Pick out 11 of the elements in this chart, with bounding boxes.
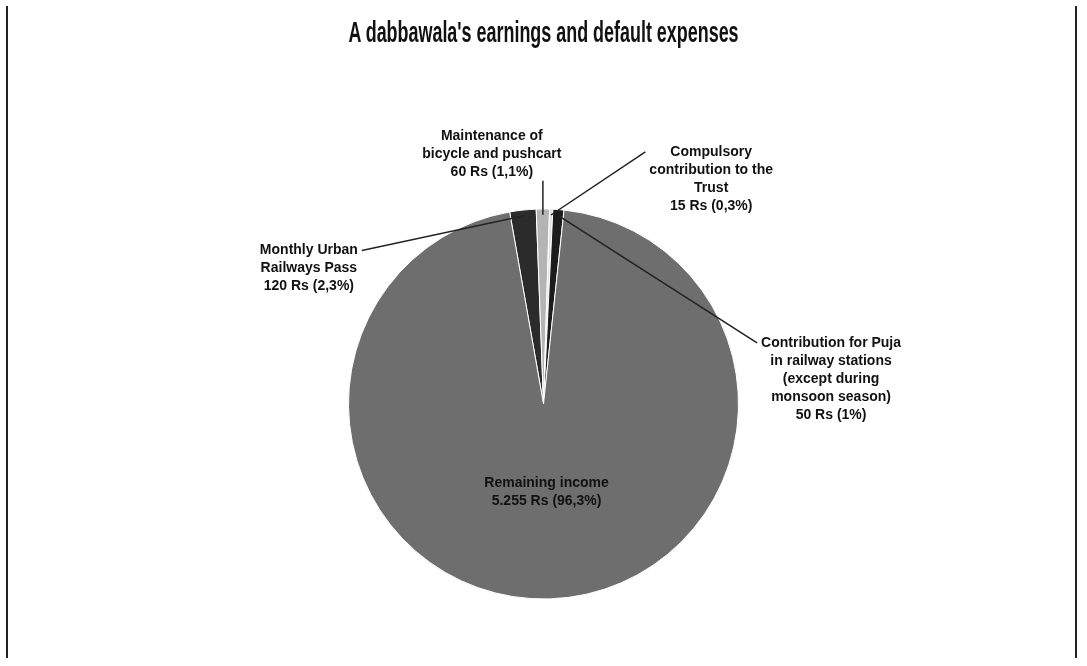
slice-label: Remaining income [484,473,609,490]
slice-label: Monthly Urban Railways Pass [259,241,358,276]
slice-label: Maintenance of bicycle and pushcart [422,126,562,161]
data-label: 50 Rs (1%) [795,405,867,422]
slice-label: Compulsory contribution to the Trust [649,142,774,195]
slice-label: Contribution for Puja in railway stations (except during monsoon season) [761,333,902,404]
chart-title: A dabbawala's earnings and default expenses [348,15,739,49]
data-label: 5.255 Rs (96,3%) [491,491,602,508]
data-label: 120 Rs (2,3%) [263,277,355,294]
data-label: 60 Rs (1,1%) [450,162,534,179]
data-label: 15 Rs (0,3%) [669,196,753,213]
